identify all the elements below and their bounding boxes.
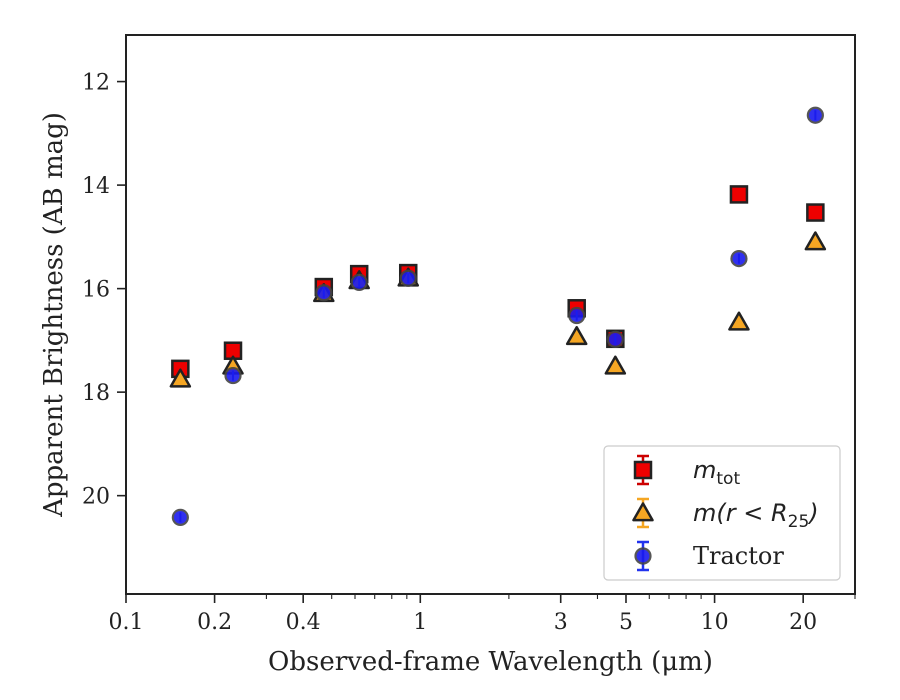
mtot-marker <box>633 460 653 480</box>
circle-marker-shape <box>606 330 624 348</box>
series-mtot <box>171 185 825 379</box>
mtot-marker <box>729 185 749 204</box>
x-tick-label: 1 <box>413 610 427 635</box>
square-marker-shape <box>633 460 653 480</box>
tractor-marker <box>606 330 624 348</box>
data-point <box>606 330 624 348</box>
mr25-marker <box>632 502 654 522</box>
circle-marker-shape <box>730 250 748 268</box>
triangle-marker-shape <box>632 502 654 522</box>
tractor-marker <box>350 273 368 292</box>
data-point <box>804 231 827 251</box>
y-tick-label: 12 <box>82 71 110 96</box>
triangle-marker-shape <box>604 355 627 375</box>
circle-marker-shape <box>399 269 417 287</box>
x-tick-label: 0.2 <box>197 610 232 635</box>
circle-marker-shape <box>350 273 368 292</box>
x-tick-label: 0.1 <box>109 610 144 635</box>
x-tick-label: 3 <box>554 610 568 635</box>
data-point <box>224 366 242 385</box>
data-point <box>806 203 825 222</box>
data-point <box>604 355 627 375</box>
triangle-marker-shape <box>804 231 827 251</box>
data-point <box>565 326 588 346</box>
mr25-marker <box>604 355 627 375</box>
data-point <box>315 284 333 302</box>
mr25-marker <box>804 231 827 251</box>
data-point <box>350 273 368 292</box>
triangle-marker-shape <box>728 311 750 331</box>
data-point <box>729 185 749 204</box>
y-tick-label: 14 <box>82 174 110 199</box>
tractor-marker <box>634 547 652 565</box>
y-tick-label: 18 <box>82 381 110 406</box>
circle-marker-shape <box>634 547 652 565</box>
tractor-marker <box>806 106 824 124</box>
legend: mtot m(r < R25) Tractor <box>603 445 841 581</box>
tractor-marker <box>315 284 333 302</box>
legend-box <box>603 445 841 581</box>
data-point <box>399 269 417 287</box>
square-marker-shape <box>806 203 825 222</box>
data-point <box>171 508 189 526</box>
tractor-marker <box>171 508 189 526</box>
mr25-marker <box>728 311 750 331</box>
triangle-marker-shape <box>169 368 192 388</box>
x-tick-label: 5 <box>619 610 633 635</box>
triangle-marker-shape <box>565 326 588 346</box>
legend-label: Tractor <box>693 542 784 570</box>
circle-marker-shape <box>315 284 333 302</box>
circle-marker-shape <box>224 366 242 385</box>
x-tick-label: 20 <box>789 610 817 635</box>
y-tick-label: 20 <box>82 485 110 510</box>
series-mr25 <box>169 231 827 388</box>
plot-frame <box>125 34 856 595</box>
x-axis-label: Observed-frame Wavelength (μm) <box>268 647 713 677</box>
data-point <box>568 306 586 325</box>
tractor-marker <box>730 250 748 268</box>
data-point <box>728 311 750 331</box>
mr25-marker <box>565 326 588 346</box>
tractor-marker <box>399 269 417 287</box>
x-tick-label: 10 <box>701 610 729 635</box>
square-marker-shape <box>729 185 749 204</box>
plot-layer: 0.1 0.2 0.4 1 3 5 10 20 12 14 16 18 20 mtot m(r < R25)… <box>82 34 856 635</box>
y-tick-label: 16 <box>82 278 110 303</box>
legend-label: mtot <box>693 456 740 489</box>
legend-entry-tractor: Tractor <box>634 540 784 572</box>
circle-marker-shape <box>171 508 189 526</box>
data-point <box>730 250 748 268</box>
legend-entry-mtot: mtot <box>633 454 740 489</box>
x-tick-label: 0.4 <box>286 610 321 635</box>
legend-entry-mr25: m(r < R25) <box>632 497 819 532</box>
mr25-marker <box>169 368 192 388</box>
tractor-marker <box>224 366 242 385</box>
data-point <box>806 106 824 124</box>
mtot-marker <box>806 203 825 222</box>
circle-marker-shape <box>568 306 586 325</box>
data-point <box>169 368 192 388</box>
series-tractor <box>171 106 824 526</box>
tractor-marker <box>568 306 586 325</box>
legend-label: m(r < R25) <box>693 499 819 532</box>
circle-marker-shape <box>806 106 824 124</box>
y-axis-label: Apparent Brightness (AB mag) <box>39 112 69 518</box>
